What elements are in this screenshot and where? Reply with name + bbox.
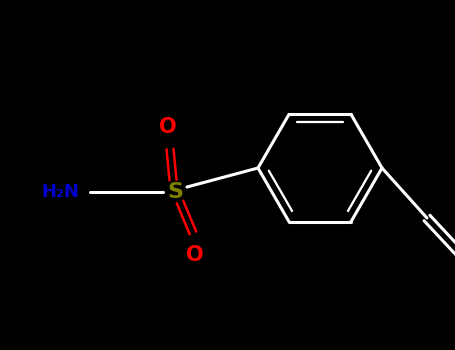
Text: H₂N: H₂N	[41, 183, 79, 201]
Text: O: O	[159, 117, 177, 137]
Text: S: S	[167, 182, 183, 202]
Text: O: O	[186, 245, 204, 265]
